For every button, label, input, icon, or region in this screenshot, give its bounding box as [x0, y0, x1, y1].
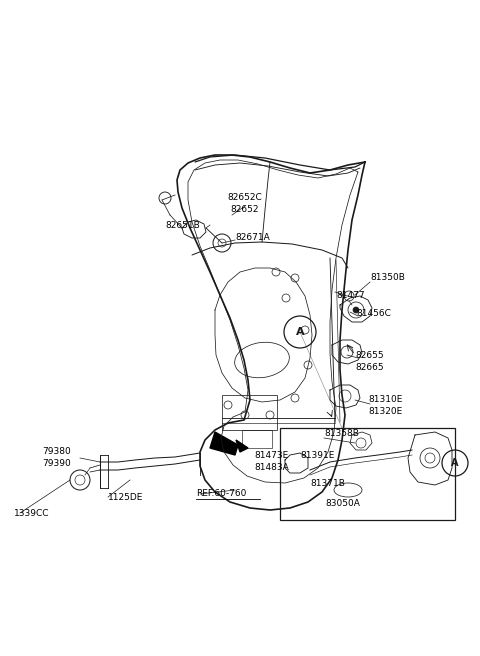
Text: 81371B: 81371B	[310, 480, 345, 489]
Text: 79390: 79390	[42, 459, 71, 468]
Text: 82665: 82665	[355, 363, 384, 371]
Text: 82652: 82652	[231, 205, 259, 215]
Text: 81350B: 81350B	[370, 274, 405, 283]
Text: 81473E: 81473E	[254, 451, 288, 459]
Text: 79380: 79380	[42, 447, 71, 457]
Text: 81310E: 81310E	[368, 396, 402, 405]
Bar	[222, 395, 277, 430]
Polygon shape	[210, 432, 238, 455]
Text: 1125DE: 1125DE	[108, 493, 144, 501]
Text: 83050A: 83050A	[325, 499, 360, 508]
Text: REF.60-760: REF.60-760	[196, 489, 246, 499]
Text: 1339CC: 1339CC	[14, 508, 49, 518]
Text: 82655: 82655	[355, 350, 384, 359]
Polygon shape	[236, 440, 248, 452]
Bar	[280, 428, 455, 520]
Text: 81391E: 81391E	[300, 451, 335, 459]
Text: 82652C: 82652C	[228, 194, 263, 203]
Text: A: A	[451, 458, 459, 468]
Text: A: A	[296, 327, 304, 337]
Text: 81358B: 81358B	[324, 430, 359, 438]
Text: 81483A: 81483A	[254, 462, 289, 472]
Text: 81477: 81477	[336, 291, 365, 300]
Text: 82671A: 82671A	[235, 234, 270, 243]
Text: 82651B: 82651B	[165, 220, 200, 230]
Text: 81320E: 81320E	[368, 407, 402, 417]
Text: 81456C: 81456C	[356, 310, 391, 319]
Bar	[242, 430, 272, 448]
Circle shape	[353, 307, 359, 313]
